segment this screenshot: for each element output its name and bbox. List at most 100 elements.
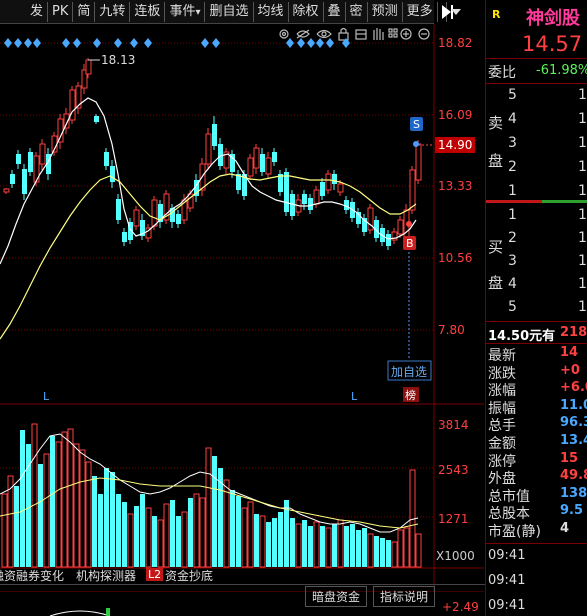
vol-axis-unit: X1000 xyxy=(436,549,475,563)
candle-body xyxy=(85,59,92,75)
candle-body xyxy=(308,198,313,210)
sell-level-vol: 1 xyxy=(578,111,587,127)
bottom-tab-bar: 融资融券变化 机构探测器 L2 资金抄底 xyxy=(0,565,485,585)
volume-bar xyxy=(193,493,200,568)
r-badge: R xyxy=(492,8,501,21)
vol-axis-label: 2543 xyxy=(438,463,469,477)
tab-institution-detector[interactable]: 机构探测器 xyxy=(76,569,137,583)
volume-bar xyxy=(199,497,206,568)
volume-bar xyxy=(272,518,277,567)
candle-body xyxy=(158,204,163,222)
tab-margin-trading[interactable]: 融资融券变化 xyxy=(0,569,65,583)
candle-body xyxy=(290,194,295,216)
event-diamond-icon[interactable] xyxy=(297,38,305,48)
event-diamond-icon[interactable] xyxy=(33,38,41,48)
tb-ma-button[interactable]: 均线 xyxy=(254,1,289,22)
event-diamond-icon[interactable] xyxy=(307,38,315,48)
event-diamond-icon[interactable] xyxy=(62,38,70,48)
tb-more-button[interactable]: 更多 xyxy=(403,1,438,22)
buy-signal-badge[interactable] xyxy=(403,236,416,250)
add-watch-button[interactable] xyxy=(387,360,432,381)
gear-icon[interactable] xyxy=(279,29,289,39)
field-value: 49.8 xyxy=(560,468,587,484)
candle-body xyxy=(344,200,349,210)
field-label: 最新 xyxy=(488,348,516,364)
lock-icon[interactable] xyxy=(338,27,349,41)
tb-remove-watch-button[interactable]: 删自选 xyxy=(205,1,254,22)
sell-label: 卖 xyxy=(488,114,504,132)
current-price-tag: 14.90 xyxy=(438,138,472,152)
volume-bar xyxy=(325,527,332,568)
chevron-down-icon[interactable] xyxy=(447,2,461,22)
tb-dense-button[interactable]: 密 xyxy=(346,1,368,22)
sell-signal-badge[interactable] xyxy=(410,117,423,131)
candle-body xyxy=(409,169,416,211)
volume-bar xyxy=(67,428,74,568)
event-diamond-icon[interactable] xyxy=(342,38,350,48)
volume-bar xyxy=(98,494,103,567)
eye-icon[interactable] xyxy=(316,29,332,39)
event-diamond-icon[interactable] xyxy=(286,38,294,48)
volume-bar xyxy=(50,436,55,567)
tb-overlay-button[interactable]: 叠 xyxy=(324,1,346,22)
event-diamond-icon[interactable] xyxy=(24,38,32,48)
candle-body xyxy=(39,143,46,165)
stock-price: 14.57 xyxy=(522,32,583,56)
tb-forecast-button[interactable]: 预测 xyxy=(368,1,403,22)
stock-name: 神剑股 xyxy=(526,8,580,29)
tab-dark-pool-funds[interactable]: 暗盘资金 xyxy=(305,586,368,607)
hand-icon[interactable] xyxy=(373,28,384,40)
sell-signal-text: S xyxy=(413,118,420,131)
vol-ma-yellow xyxy=(0,477,419,529)
event-diamond-icon[interactable] xyxy=(144,38,152,48)
hide-icon[interactable] xyxy=(296,29,310,39)
event-diamond-icon[interactable] xyxy=(130,38,138,48)
grid-icon[interactable] xyxy=(388,28,398,38)
layers-icon[interactable] xyxy=(355,29,367,40)
event-diamond-icon[interactable] xyxy=(73,38,81,48)
tb-event-button[interactable]: 事件▾ xyxy=(165,1,206,22)
zoom-in-icon[interactable] xyxy=(400,28,412,40)
volume-bar xyxy=(170,500,175,567)
zoom-out-icon[interactable] xyxy=(418,28,430,40)
play-toggle-icon[interactable] xyxy=(438,1,453,22)
candle-body xyxy=(337,183,344,193)
event-diamond-icon[interactable] xyxy=(14,38,22,48)
sub-chart-svg xyxy=(49,608,111,616)
sub-chart-value: +2.49 xyxy=(442,600,479,614)
candle-body xyxy=(272,152,277,162)
tb-event-label: 事件 xyxy=(169,3,196,19)
field-value: +6.0 xyxy=(560,380,587,396)
volume-bar xyxy=(380,538,385,567)
tab-bottom-fishing[interactable]: 资金抄底 xyxy=(165,569,214,583)
event-diamond-icon[interactable] xyxy=(4,38,12,48)
event-diamond-icon[interactable] xyxy=(114,38,122,48)
tb-pk-button[interactable]: PK xyxy=(48,1,74,22)
tb-exright-button[interactable]: 除权 xyxy=(289,1,324,22)
tb-fa-button[interactable]: 发 xyxy=(0,1,49,22)
volume-bar xyxy=(313,521,320,568)
volume-bar xyxy=(55,441,62,568)
event-diamond-icon[interactable] xyxy=(316,38,324,48)
tab-indicator-help[interactable]: 指标说明 xyxy=(373,586,436,607)
volume-bar xyxy=(308,526,313,567)
volume-bar xyxy=(284,500,289,567)
tb-jiuzhuan-button[interactable]: 九转 xyxy=(95,1,131,22)
candle-body xyxy=(151,199,158,227)
bang-badge[interactable] xyxy=(403,387,419,402)
tick-time: 09:41 xyxy=(488,548,526,563)
l-marker: L xyxy=(351,390,358,403)
candle-body xyxy=(46,154,51,174)
event-diamonds[interactable] xyxy=(4,38,350,48)
candle-body xyxy=(302,194,307,204)
tb-simple-button[interactable]: 简 xyxy=(73,1,96,22)
event-diamond-icon[interactable] xyxy=(212,38,220,48)
event-diamond-icon[interactable] xyxy=(93,38,101,48)
field-value: 4 xyxy=(560,521,570,536)
event-diamond-icon[interactable] xyxy=(326,38,334,48)
kline-chart[interactable]: 18.13 18.82 16.09 13.33 10.56 7.80 14.90… xyxy=(0,24,484,592)
candle-body xyxy=(325,173,332,191)
event-diamond-icon[interactable] xyxy=(201,38,209,48)
candle-body xyxy=(320,182,325,196)
tb-lianban-button[interactable]: 连板 xyxy=(130,1,166,22)
